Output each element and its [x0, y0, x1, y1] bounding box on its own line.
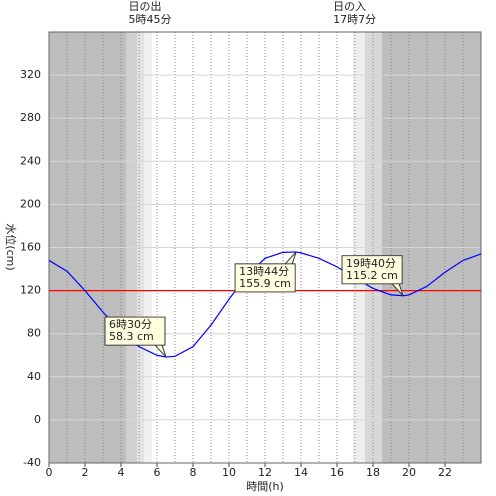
callout-text: 19時40分 — [346, 257, 396, 270]
sun-time: 5時45分 — [129, 13, 172, 26]
callout-text: 58.3 cm — [109, 330, 154, 343]
x-tick-label: 8 — [190, 466, 197, 479]
plot-frame — [48, 31, 482, 464]
x-tick-label: 20 — [402, 466, 416, 479]
x-tick-label: 2 — [82, 466, 89, 479]
y-tick-label: 200 — [20, 197, 41, 210]
sun-title: 日の出 — [129, 0, 162, 13]
y-tick-label: 120 — [20, 284, 41, 297]
callout-text: 13時44分 — [239, 265, 289, 278]
callout-text: 115.2 cm — [346, 269, 398, 282]
y-tick-label: 160 — [20, 241, 41, 254]
y-tick-label: 0 — [34, 413, 41, 426]
callout-bg — [342, 256, 402, 284]
y-tick-label: 80 — [27, 327, 41, 340]
callout-bg — [105, 317, 165, 345]
x-tick-label: 0 — [46, 466, 53, 479]
y-tick-label: 40 — [27, 370, 41, 383]
x-tick-label: 6 — [154, 466, 161, 479]
x-tick-label: 10 — [222, 466, 236, 479]
x-tick-label: 18 — [366, 466, 380, 479]
x-axis-label: 時間(h) — [246, 480, 284, 493]
y-tick-label: 320 — [20, 68, 41, 81]
callout-text: 6時30分 — [109, 318, 152, 331]
x-tick-label: 14 — [294, 466, 308, 479]
x-tick-label: 22 — [438, 466, 452, 479]
callout-text: 155.9 cm — [239, 277, 291, 290]
y-axis-label: 水位(cm) — [4, 223, 18, 270]
y-tick-label: 240 — [20, 154, 41, 167]
x-tick-label: 16 — [330, 466, 344, 479]
y-tick-label: 280 — [20, 111, 41, 124]
sun-time: 17時7分 — [333, 13, 376, 26]
sun-title: 日の入 — [333, 0, 366, 13]
x-tick-label: 4 — [118, 466, 125, 479]
x-tick-label: 12 — [258, 466, 272, 479]
y-tick-label: -40 — [23, 456, 41, 469]
callout-bg — [235, 264, 295, 292]
